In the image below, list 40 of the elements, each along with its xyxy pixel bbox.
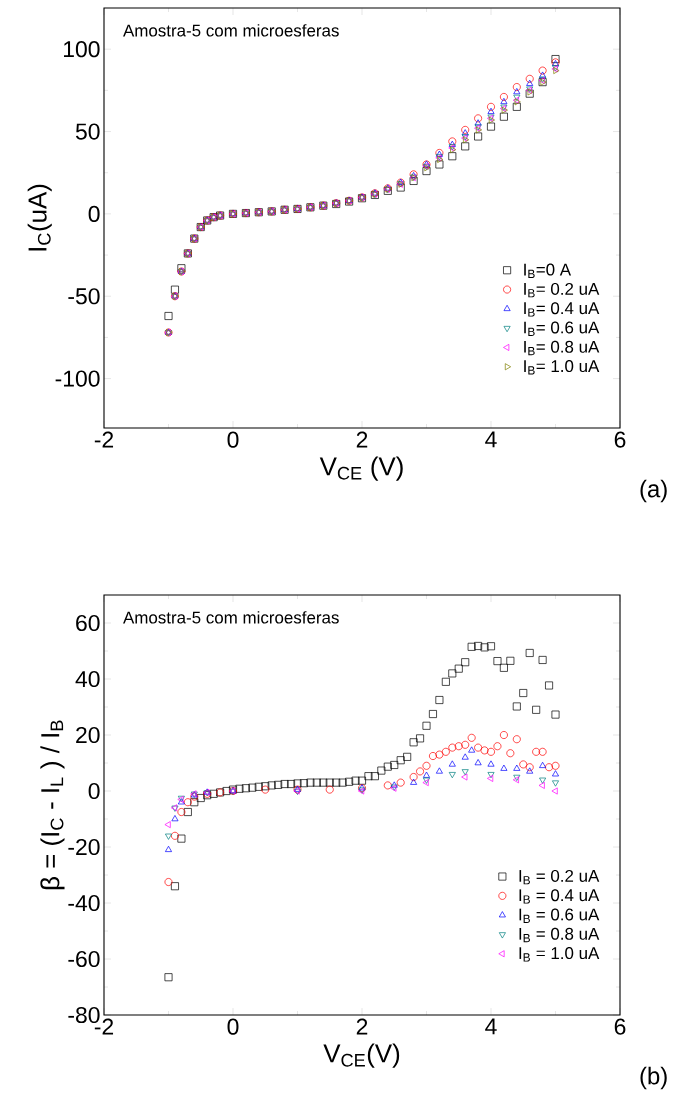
legend-label: I$_{B}$ = 0.6 uA	[519, 908, 600, 923]
text: (a)	[640, 479, 667, 503]
y-tick-label: 100	[64, 41, 100, 58]
x-tick-label: 0	[227, 431, 239, 448]
y-tick-label: -60	[68, 950, 100, 968]
legend-label: I$_{B}$ = 0.4 uA	[519, 889, 600, 904]
x-tick-label: 4	[485, 1018, 497, 1035]
legend-label: I$_{B}$ = 0.8 uA	[519, 927, 600, 943]
y-tick-label: -40	[68, 894, 100, 912]
x-tick-label: 2	[356, 1018, 368, 1035]
legend-label: I$_{B}$= 0.8 uA	[524, 340, 600, 356]
legend-label: I$_{B}$=0 A	[524, 263, 572, 278]
y-tick-label: -100	[55, 370, 100, 387]
legend-label: I$_{B}$= 0.6 uA	[524, 321, 600, 336]
x-tick-label: 0	[227, 1018, 239, 1035]
y-tick-label: -50	[68, 288, 100, 305]
x-tick-label: -2	[94, 431, 114, 448]
y-axis-title: β = (I$_{C}$ - I$_{L}$ ) / I$_{B}$	[40, 720, 65, 890]
x-tick-label: 6	[614, 431, 626, 448]
x-tick-label: 6	[614, 1018, 626, 1035]
x-axis-title: V$_{CE}$(V)	[323, 1043, 400, 1068]
y-tick-label: 50	[75, 123, 100, 140]
annotation: Amostra-5 com microesferas	[123, 611, 339, 624]
legend-label: I$_{B}$= 1.0 uA	[524, 360, 600, 375]
annotation: Amostra-5 com microesferas	[123, 24, 339, 37]
y-tick-label: 20	[76, 726, 100, 744]
text: (b)	[640, 1066, 667, 1090]
legend-label: I$_{B}$ = 1.0 uA	[519, 947, 600, 962]
x-axis-title: V$_{CE}$ (V)	[319, 456, 403, 481]
y-tick-label: 60	[76, 614, 100, 632]
x-tick-label: 4	[485, 431, 497, 448]
y-axis-title: I$_{C}$(uA)	[27, 184, 52, 251]
y-tick-label: 40	[75, 670, 100, 688]
legend-label: I$_{B}$= 0.4 uA	[524, 302, 600, 317]
x-tick-label: 2	[356, 431, 368, 448]
y-tick-label: 0	[88, 205, 100, 222]
legend-label: I$_{B}$ = 0.2 uA	[519, 869, 600, 885]
y-tick-label: -20	[68, 838, 100, 856]
y-tick-label: 0	[88, 782, 100, 800]
legend-label: I$_{B}$= 0.2 uA	[524, 282, 600, 298]
